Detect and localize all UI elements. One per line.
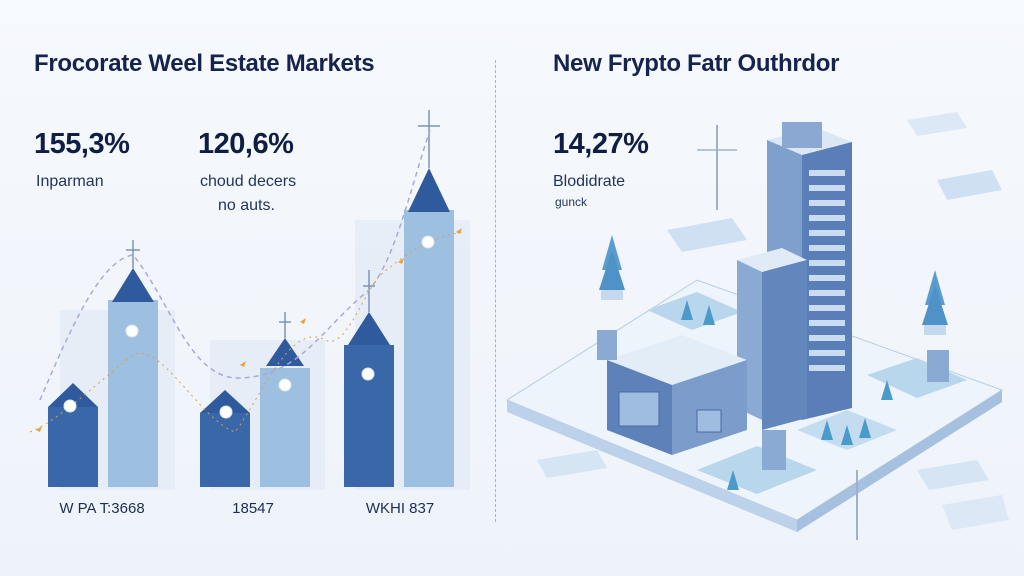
grass-tile — [697, 446, 817, 494]
bar-group-3-light-roof — [408, 168, 450, 212]
floating-tile — [907, 112, 967, 136]
tower-windows — [809, 170, 845, 371]
bar-group-3-dark-roof — [348, 312, 390, 345]
grass-tile — [647, 292, 742, 330]
stat-caption-3-line-1: Blodidrate — [553, 173, 626, 190]
stat-caption-1-line: Inparman — [36, 173, 104, 190]
bar-group-3-light — [404, 210, 454, 487]
data-marker — [421, 235, 435, 249]
small-building — [927, 350, 949, 382]
trend-line — [39, 129, 431, 401]
data-marker — [219, 405, 233, 419]
floating-tile — [942, 495, 1009, 530]
stat-value-2: 120,6% — [198, 128, 294, 160]
floating-tile — [917, 460, 989, 490]
low-building-door — [696, 409, 722, 433]
right-panel-title: New Frypto Fatr Outhrdor — [553, 50, 840, 77]
stat-caption-2: choud decers no auts. — [200, 170, 296, 218]
stat-value-1: 155,3% — [34, 128, 130, 160]
data-marker — [278, 378, 292, 392]
bar-chart-illustration — [29, 110, 470, 490]
right-panel: New Frypto Fatr Outhrdor 14,27% Blodidra… — [497, 0, 1024, 576]
tower-top-box — [782, 122, 822, 148]
leaf-accent — [398, 258, 404, 264]
small-building — [762, 430, 786, 470]
bar-group-2-dark-roof — [200, 390, 250, 413]
data-marker — [125, 324, 139, 338]
small-building — [597, 330, 617, 360]
tree — [599, 235, 625, 300]
bar-group-1-dark-roof — [48, 383, 98, 407]
bar-group-1-light-roof — [112, 268, 154, 302]
low-building-roof — [607, 335, 747, 385]
panel-divider — [495, 60, 496, 522]
mid-building-roof — [737, 248, 807, 272]
leaf-accent — [300, 318, 306, 324]
low-building-window — [618, 391, 660, 427]
bar-label-1: W PA T:3668 — [59, 500, 145, 517]
stat-caption-1: Inparman — [36, 170, 104, 194]
bar-group-3-dark — [344, 345, 394, 487]
bar-label-3: WKHI 837 — [365, 500, 435, 517]
isometric-city-illustration — [505, 112, 1009, 540]
leaf-accent — [36, 426, 42, 432]
leaf-accent — [456, 228, 462, 234]
low-building-front — [672, 360, 747, 455]
data-marker — [361, 367, 375, 381]
bar-group-1-dark — [48, 407, 98, 487]
bar-group-2-dark — [200, 413, 250, 487]
floating-tile — [667, 218, 747, 252]
small-trees — [681, 300, 893, 490]
stat-caption-2-line-1: choud decers — [200, 173, 297, 190]
stat-value-3: 14,27% — [553, 128, 649, 160]
grass-tile — [867, 358, 967, 398]
tree — [922, 270, 948, 335]
bar-label-2: 18547 — [232, 500, 274, 517]
stat-caption-3-line-2: gunck — [555, 195, 588, 209]
ground-edge — [797, 390, 1002, 532]
left-panel-title: Frocorate Weel Estate Markets — [34, 50, 375, 77]
stat-caption-2-line-2: no auts. — [218, 197, 275, 214]
floating-tile — [537, 450, 607, 478]
left-panel: Frocorate Weel Estate Markets 155,3% Inp… — [0, 0, 495, 576]
leaf-accent — [240, 361, 246, 367]
ground-edge — [507, 400, 797, 532]
data-marker — [63, 399, 77, 413]
mid-building-front — [762, 260, 807, 430]
floating-tile — [937, 170, 1002, 200]
stat-caption-3: Blodidrate gunck — [553, 170, 625, 210]
